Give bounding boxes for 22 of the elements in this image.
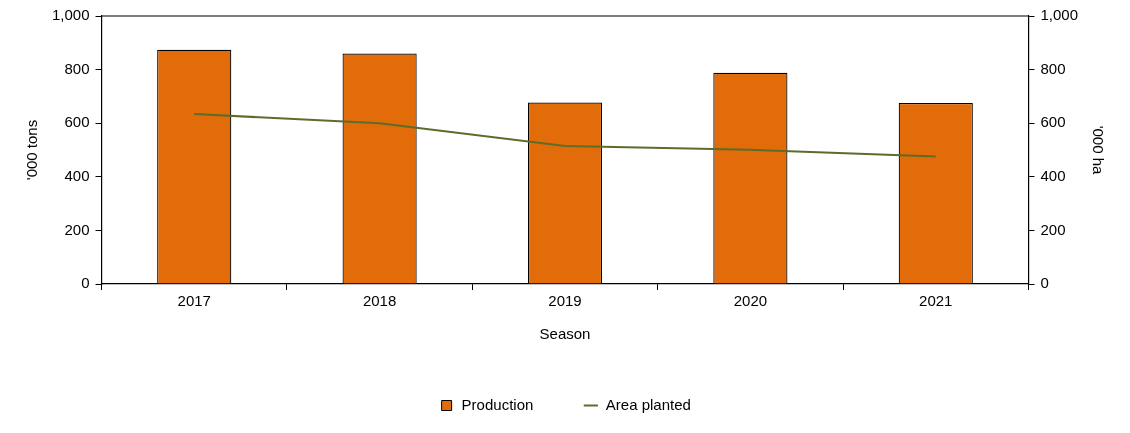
y2-tick-label: 1,000 (1040, 6, 1079, 24)
y2-tick-label: 0 (1040, 274, 1049, 292)
y-tick-label: 200 (64, 220, 90, 238)
y-tick-label: 800 (64, 59, 90, 77)
y-tick-label: 0 (81, 274, 90, 292)
x-tick-label: 2020 (733, 292, 768, 310)
y2-tick-label: 800 (1040, 59, 1066, 77)
x-tick-label: 2019 (548, 292, 582, 310)
x-tick-label: 2018 (362, 292, 397, 310)
x-tick-label: 2017 (177, 292, 211, 310)
y-tick-label: 600 (64, 113, 90, 131)
y-axis-title: '000 tons (23, 119, 41, 181)
legend-label: Area planted (605, 395, 691, 413)
y2-tick-label: 400 (1040, 166, 1066, 184)
x-axis-title: Season (539, 325, 591, 343)
y-tick-label: 400 (64, 166, 90, 184)
y-tick-label: 1,000 (51, 6, 90, 24)
legend-label: Production (461, 395, 534, 413)
y2-tick-label: 600 (1040, 113, 1066, 131)
y2-tick-label: 200 (1040, 220, 1066, 238)
x-tick-label: 2021 (919, 292, 953, 310)
y2-axis-title: '000 ha (1089, 125, 1107, 176)
